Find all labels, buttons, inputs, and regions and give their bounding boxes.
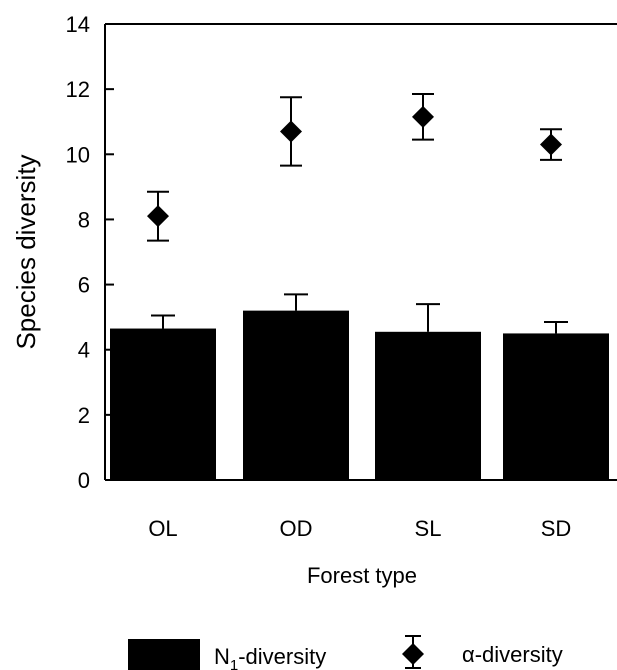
bar-n1-diversity-ol [110, 328, 216, 480]
y-tick-label: 2 [78, 403, 90, 428]
y-axis-ticks: 0 2 4 6 8 10 12 14 [66, 12, 114, 493]
bar-series-n1-diversity [110, 310, 609, 480]
y-axis-title: Species diversity [11, 154, 41, 349]
y-tick-label: 6 [78, 273, 90, 298]
bar-n1-diversity-od [243, 310, 349, 480]
x-tick-label: SD [541, 516, 572, 541]
legend-swatch-alpha-diversity [402, 635, 424, 669]
marker-series-alpha-diversity [147, 93, 562, 242]
bar-n1-diversity-sd [503, 333, 609, 480]
y-tick-label: 4 [78, 338, 90, 363]
y-tick-label: 10 [66, 142, 90, 167]
x-tick-label: OL [148, 516, 177, 541]
legend: N1-diversity α-diversity [128, 635, 563, 670]
x-axis-title: Forest type [307, 563, 417, 588]
legend-label-alpha-diversity: α-diversity [462, 642, 563, 667]
x-axis-ticks: OL OD SL SD [148, 516, 571, 541]
y-tick-label: 12 [66, 77, 90, 102]
y-tick-label: 0 [78, 468, 90, 493]
y-tick-label: 14 [66, 12, 90, 37]
bar-n1-diversity-sl [375, 331, 481, 480]
marker-alpha-diversity-od [280, 120, 302, 143]
marker-alpha-diversity-sd [540, 133, 562, 156]
marker-alpha-diversity-ol [147, 205, 169, 228]
legend-label-n1-diversity: N1-diversity [214, 644, 326, 670]
bar-error-bars [151, 293, 568, 334]
x-tick-label: SL [415, 516, 442, 541]
marker-alpha-diversity-sl [412, 105, 434, 128]
y-tick-label: 8 [78, 207, 90, 232]
x-tick-label: OD [280, 516, 313, 541]
legend-swatch-n1-diversity [128, 639, 200, 670]
